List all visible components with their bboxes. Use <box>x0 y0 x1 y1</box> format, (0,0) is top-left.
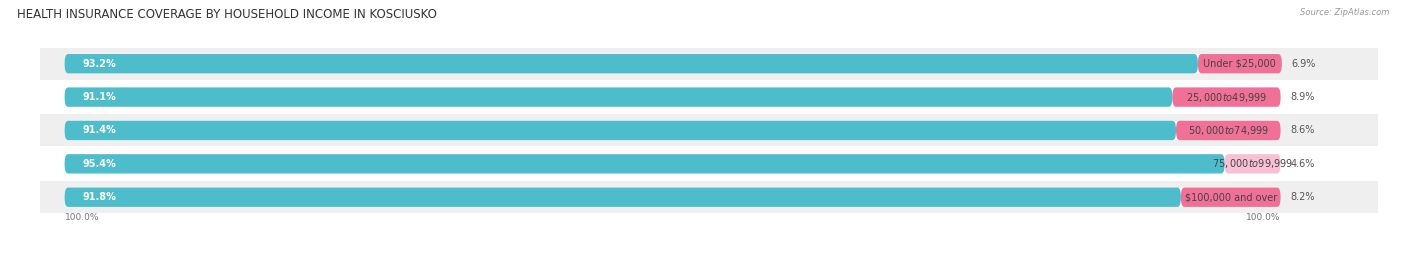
FancyBboxPatch shape <box>1173 87 1281 107</box>
FancyBboxPatch shape <box>65 121 1175 140</box>
Text: 4.6%: 4.6% <box>1291 159 1315 169</box>
Text: 95.4%: 95.4% <box>83 159 117 169</box>
FancyBboxPatch shape <box>65 54 1198 73</box>
FancyBboxPatch shape <box>1175 121 1281 140</box>
Text: $25,000 to $49,999: $25,000 to $49,999 <box>1185 91 1267 104</box>
Text: $100,000 and over: $100,000 and over <box>1185 192 1277 202</box>
FancyBboxPatch shape <box>65 187 1281 207</box>
FancyBboxPatch shape <box>65 87 1281 107</box>
Text: $75,000 to $99,999: $75,000 to $99,999 <box>1212 157 1294 170</box>
Text: 91.4%: 91.4% <box>83 125 117 136</box>
FancyBboxPatch shape <box>41 114 1378 147</box>
Text: 100.0%: 100.0% <box>1246 213 1281 222</box>
FancyBboxPatch shape <box>1198 54 1282 73</box>
FancyBboxPatch shape <box>1181 187 1281 207</box>
Text: $50,000 to $74,999: $50,000 to $74,999 <box>1188 124 1270 137</box>
FancyBboxPatch shape <box>65 187 1181 207</box>
FancyBboxPatch shape <box>65 87 1173 107</box>
Text: 8.9%: 8.9% <box>1291 92 1315 102</box>
Text: 91.1%: 91.1% <box>83 92 117 102</box>
Text: Under $25,000: Under $25,000 <box>1204 59 1277 69</box>
Text: 91.8%: 91.8% <box>83 192 117 202</box>
Text: HEALTH INSURANCE COVERAGE BY HOUSEHOLD INCOME IN KOSCIUSKO: HEALTH INSURANCE COVERAGE BY HOUSEHOLD I… <box>17 8 437 21</box>
FancyBboxPatch shape <box>65 154 1225 174</box>
FancyBboxPatch shape <box>65 54 1281 73</box>
FancyBboxPatch shape <box>41 148 1378 180</box>
Text: 8.6%: 8.6% <box>1291 125 1315 136</box>
Text: 93.2%: 93.2% <box>83 59 117 69</box>
Text: Source: ZipAtlas.com: Source: ZipAtlas.com <box>1299 8 1389 17</box>
FancyBboxPatch shape <box>65 154 1281 174</box>
FancyBboxPatch shape <box>41 81 1378 113</box>
FancyBboxPatch shape <box>65 121 1281 140</box>
FancyBboxPatch shape <box>1225 154 1281 174</box>
Text: 8.2%: 8.2% <box>1291 192 1315 202</box>
FancyBboxPatch shape <box>41 48 1378 80</box>
Text: 100.0%: 100.0% <box>65 213 98 222</box>
FancyBboxPatch shape <box>41 181 1378 213</box>
Text: 6.9%: 6.9% <box>1292 59 1316 69</box>
